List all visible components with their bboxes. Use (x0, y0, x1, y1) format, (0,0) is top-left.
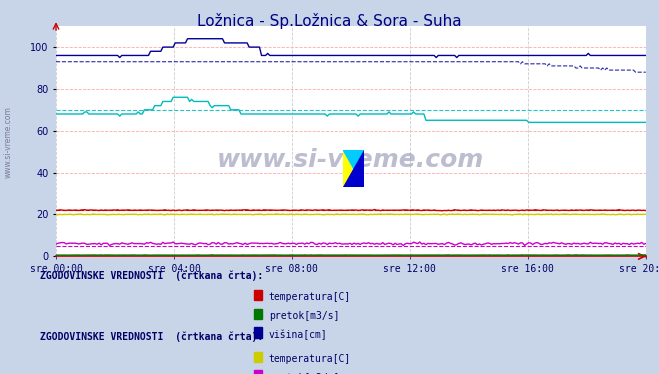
Text: višina[cm]: višina[cm] (269, 329, 328, 340)
Text: Ložnica - Sp.Ložnica & Sora - Suha: Ložnica - Sp.Ložnica & Sora - Suha (197, 13, 462, 29)
Text: pretok[m3/s]: pretok[m3/s] (269, 311, 339, 321)
Text: www.si-vreme.com: www.si-vreme.com (217, 148, 484, 172)
Text: temperatura[C]: temperatura[C] (269, 292, 351, 302)
Text: ZGODOVINSKE VREDNOSTI  (črtkana črta):: ZGODOVINSKE VREDNOSTI (črtkana črta): (40, 332, 263, 342)
Polygon shape (343, 150, 364, 187)
Text: pretok[m3/s]: pretok[m3/s] (269, 373, 339, 374)
Text: ZGODOVINSKE VREDNOSTI  (črtkana črta):: ZGODOVINSKE VREDNOSTI (črtkana črta): (40, 270, 263, 280)
Polygon shape (343, 150, 364, 187)
Text: www.si-vreme.com: www.si-vreme.com (3, 106, 13, 178)
Polygon shape (343, 150, 364, 187)
Text: temperatura[C]: temperatura[C] (269, 354, 351, 364)
